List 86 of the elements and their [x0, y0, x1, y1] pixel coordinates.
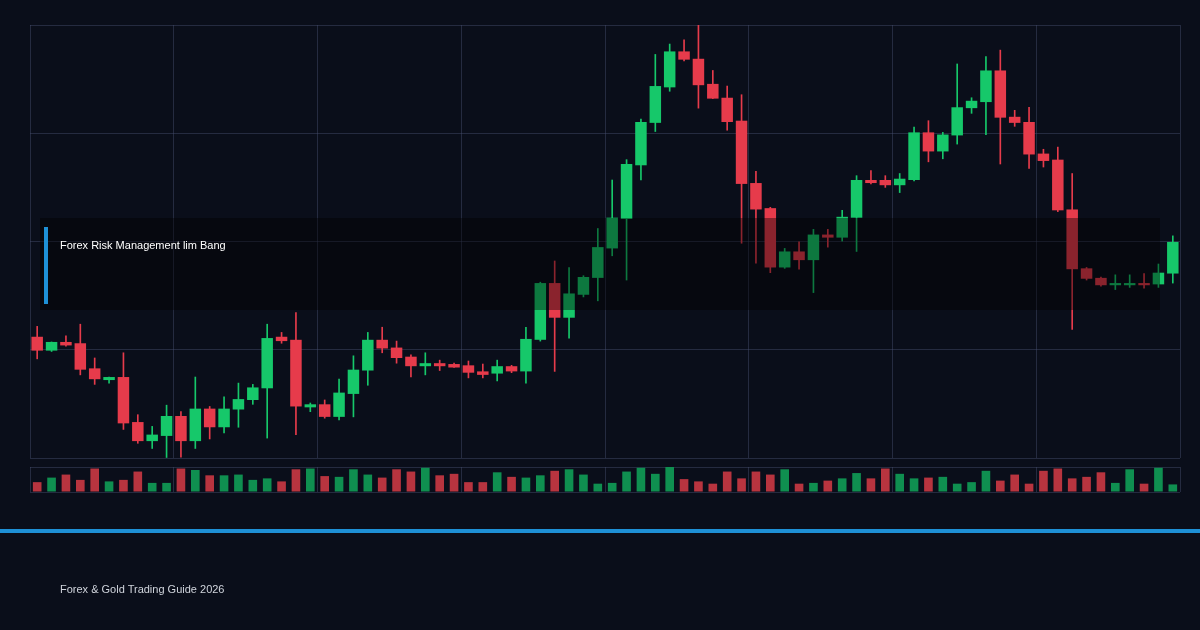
- bar: [751, 471, 761, 492]
- bar: [133, 471, 143, 492]
- bar: [262, 478, 272, 492]
- bar: [191, 470, 200, 492]
- bar: [550, 470, 559, 492]
- bar: [607, 482, 617, 492]
- bar: [1082, 476, 1091, 492]
- bar: [406, 471, 416, 492]
- bar: [837, 478, 847, 492]
- bar: [320, 476, 329, 492]
- bar: [895, 473, 904, 492]
- bar: [162, 482, 171, 492]
- bar: [306, 468, 315, 492]
- bar: [1168, 484, 1178, 492]
- bar: [564, 469, 574, 492]
- candlestick: [419, 352, 432, 376]
- bar: [90, 468, 99, 492]
- bar: [622, 471, 631, 492]
- bar: [421, 467, 430, 492]
- bar: [61, 474, 71, 492]
- bar: [119, 479, 128, 492]
- bar: [924, 477, 933, 492]
- bar: [492, 472, 502, 492]
- bar: [1096, 472, 1106, 492]
- bar: [809, 482, 818, 492]
- bar: [176, 468, 186, 492]
- text: Forex Risk Management lim Bang: [60, 239, 226, 251]
- bar: [852, 473, 861, 492]
- bar: [636, 467, 646, 492]
- bar: [881, 468, 890, 492]
- bar: [794, 483, 804, 492]
- bar: [277, 481, 286, 492]
- bar: [952, 483, 962, 492]
- bar: [507, 476, 516, 492]
- bar: [679, 479, 689, 492]
- bar: [938, 476, 948, 492]
- bar: [248, 479, 258, 492]
- bar: [722, 471, 732, 492]
- bar: [377, 477, 387, 492]
- bar: [651, 473, 660, 492]
- bar: [219, 475, 229, 492]
- bar: [694, 481, 703, 492]
- bar: [392, 469, 401, 492]
- bar: [521, 477, 531, 492]
- bar: [665, 467, 674, 492]
- bar: [363, 474, 373, 492]
- bar: [47, 477, 56, 492]
- bar: [981, 470, 991, 492]
- bar: [478, 482, 488, 492]
- bar: [1053, 468, 1063, 492]
- bar: [1154, 467, 1163, 492]
- bar: [1067, 478, 1077, 492]
- bar: [464, 482, 473, 492]
- bar: [32, 482, 42, 492]
- bar: [449, 473, 459, 492]
- bar: [780, 469, 789, 492]
- bar: [1039, 470, 1048, 492]
- bar: [234, 474, 243, 492]
- text: Forex & Gold Trading Guide 2026: [60, 583, 225, 595]
- bar: [1024, 483, 1034, 492]
- bar: [708, 483, 718, 492]
- bar: [909, 478, 919, 492]
- bar: [205, 475, 214, 492]
- bar: [1125, 469, 1134, 492]
- bar: [823, 480, 833, 492]
- bar: [435, 475, 444, 492]
- bar: [766, 474, 775, 492]
- bar: [349, 469, 358, 492]
- bar: [334, 476, 344, 492]
- bar: [737, 478, 746, 492]
- bar: [147, 482, 157, 492]
- bar: [967, 482, 976, 492]
- bar: [1139, 483, 1149, 492]
- bar: [866, 478, 876, 492]
- bar: [1111, 482, 1120, 492]
- candlestick: [865, 170, 877, 185]
- bar: [593, 483, 603, 492]
- bar: [1010, 474, 1019, 492]
- bar: [291, 469, 301, 492]
- candlestick: [822, 229, 834, 248]
- bar: [536, 475, 545, 492]
- bar: [996, 480, 1005, 492]
- bar: [104, 481, 114, 492]
- candlestick: [1138, 273, 1150, 289]
- bar: [76, 479, 85, 492]
- bar: [579, 474, 588, 492]
